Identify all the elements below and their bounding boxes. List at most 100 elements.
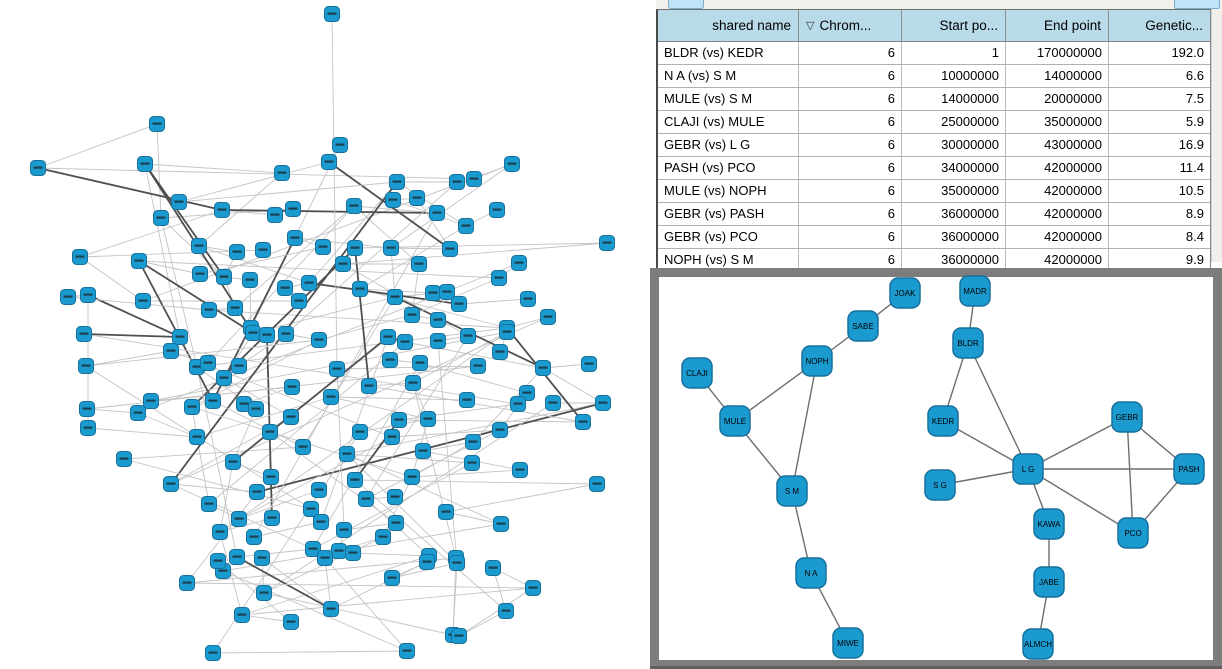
cell-chromosome[interactable]: 6: [799, 42, 902, 64]
network-node[interactable]: [540, 309, 556, 325]
subnetwork-node-MADR[interactable]: MADR: [959, 275, 991, 307]
network-node[interactable]: [201, 302, 217, 318]
network-node[interactable]: [384, 570, 400, 586]
subnetwork-node-GEBR[interactable]: GEBR: [1111, 401, 1143, 433]
cell-shared-name[interactable]: MULE (vs) S M: [658, 88, 799, 110]
cell-chromosome[interactable]: 6: [799, 88, 902, 110]
network-node[interactable]: [284, 379, 300, 395]
network-node[interactable]: [76, 326, 92, 342]
cell-shared-name[interactable]: N A (vs) S M: [658, 65, 799, 87]
subnetwork-node-SM[interactable]: S M: [776, 475, 808, 507]
cell-shared-name[interactable]: PASH (vs) PCO: [658, 157, 799, 179]
network-node[interactable]: [301, 275, 317, 291]
network-node[interactable]: [512, 462, 528, 478]
subnetwork-edge[interactable]: [1027, 416, 1128, 470]
cell-start-point[interactable]: 10000000: [902, 65, 1006, 87]
network-node[interactable]: [262, 424, 278, 440]
network-node[interactable]: [347, 472, 363, 488]
network-node[interactable]: [212, 524, 228, 540]
network-node[interactable]: [311, 332, 327, 348]
network-node[interactable]: [60, 289, 76, 305]
network-node[interactable]: [460, 328, 476, 344]
cell-genetic[interactable]: 16.9: [1178, 137, 1204, 152]
network-node[interactable]: [411, 256, 427, 272]
network-node[interactable]: [492, 422, 508, 438]
cell-genetic[interactable]: 6.6: [1185, 68, 1204, 83]
cell-chromosome[interactable]: 6: [799, 203, 902, 225]
cell-genetic[interactable]: 192.0: [1171, 45, 1204, 60]
network-node[interactable]: [317, 550, 333, 566]
network-node[interactable]: [277, 280, 293, 296]
network-node[interactable]: [274, 165, 290, 181]
table-row[interactable]: PASH (vs) PCO 6 34000000 42000000 11.4: [658, 157, 1210, 180]
subnetwork-node-NOPH[interactable]: NOPH: [801, 345, 833, 377]
cell-start-point[interactable]: 36000000: [902, 203, 1006, 225]
network-node[interactable]: [388, 515, 404, 531]
network-node[interactable]: [184, 399, 200, 415]
network-node[interactable]: [385, 192, 401, 208]
network-node[interactable]: [545, 395, 561, 411]
network-node[interactable]: [234, 607, 250, 623]
cell-genetic[interactable]: 10.5: [1178, 183, 1204, 198]
subnetwork-node-LG[interactable]: L G: [1012, 453, 1044, 485]
network-node[interactable]: [430, 333, 446, 349]
network-node[interactable]: [135, 293, 151, 309]
network-node[interactable]: [405, 375, 421, 391]
network-node[interactable]: [335, 256, 351, 272]
network-node[interactable]: [387, 489, 403, 505]
network-node[interactable]: [201, 496, 217, 512]
network-node[interactable]: [30, 160, 46, 176]
network-node[interactable]: [79, 401, 95, 417]
cell-end-point[interactable]: 35000000: [1006, 111, 1109, 133]
network-node[interactable]: [205, 645, 221, 661]
cell-end-point[interactable]: 170000000: [1006, 42, 1109, 64]
cell-genetic[interactable]: 8.9: [1185, 206, 1204, 221]
network-node[interactable]: [163, 476, 179, 492]
network-node[interactable]: [323, 389, 339, 405]
network-node[interactable]: [248, 401, 264, 417]
cell-start-point[interactable]: 14000000: [902, 88, 1006, 110]
network-node[interactable]: [384, 429, 400, 445]
table-row[interactable]: MULE (vs) S M 6 14000000 20000000 7.5: [658, 88, 1210, 111]
cell-end-point[interactable]: 42000000: [1006, 226, 1109, 248]
subnetwork-node-ALMCH[interactable]: ALMCH: [1022, 628, 1054, 660]
network-node[interactable]: [449, 555, 465, 571]
network-node[interactable]: [412, 355, 428, 371]
network-node[interactable]: [231, 358, 247, 374]
cell-chromosome[interactable]: 6: [799, 134, 902, 156]
table-row[interactable]: MULE (vs) NOPH 6 35000000 42000000 10.5: [658, 180, 1210, 203]
table-row[interactable]: CLAJI (vs) MULE 6 25000000 35000000 5.9: [658, 111, 1210, 134]
network-node[interactable]: [315, 239, 331, 255]
subnetwork-node-KEDR[interactable]: KEDR: [927, 405, 959, 437]
network-node[interactable]: [179, 575, 195, 591]
network-node[interactable]: [189, 429, 205, 445]
network-node[interactable]: [259, 327, 275, 343]
subnetwork-node-KAWA[interactable]: KAWA: [1033, 508, 1065, 540]
subnetwork-node-JABE[interactable]: JABE: [1033, 566, 1065, 598]
network-node[interactable]: [492, 344, 508, 360]
network-node[interactable]: [214, 202, 230, 218]
cell-start-point[interactable]: 35000000: [902, 180, 1006, 202]
network-node[interactable]: [380, 329, 396, 345]
network-node[interactable]: [305, 541, 321, 557]
network-node[interactable]: [345, 545, 361, 561]
cell-start-point[interactable]: 34000000: [902, 157, 1006, 179]
network-node[interactable]: [449, 174, 465, 190]
subnetwork-edge[interactable]: [1027, 468, 1134, 534]
network-node[interactable]: [278, 326, 294, 342]
network-node[interactable]: [205, 393, 221, 409]
cell-end-point[interactable]: 42000000: [1006, 180, 1109, 202]
network-node[interactable]: [498, 603, 514, 619]
network-node[interactable]: [451, 296, 467, 312]
network-node[interactable]: [329, 361, 345, 377]
network-node[interactable]: [249, 484, 265, 500]
network-node[interactable]: [599, 235, 615, 251]
network-node[interactable]: [458, 218, 474, 234]
cell-start-point[interactable]: 36000000: [902, 226, 1006, 248]
cell-genetic[interactable]: 5.9: [1185, 114, 1204, 129]
network-node[interactable]: [465, 434, 481, 450]
network-node[interactable]: [283, 614, 299, 630]
network-node[interactable]: [485, 560, 501, 576]
network-node[interactable]: [399, 643, 415, 659]
network-node[interactable]: [430, 312, 446, 328]
